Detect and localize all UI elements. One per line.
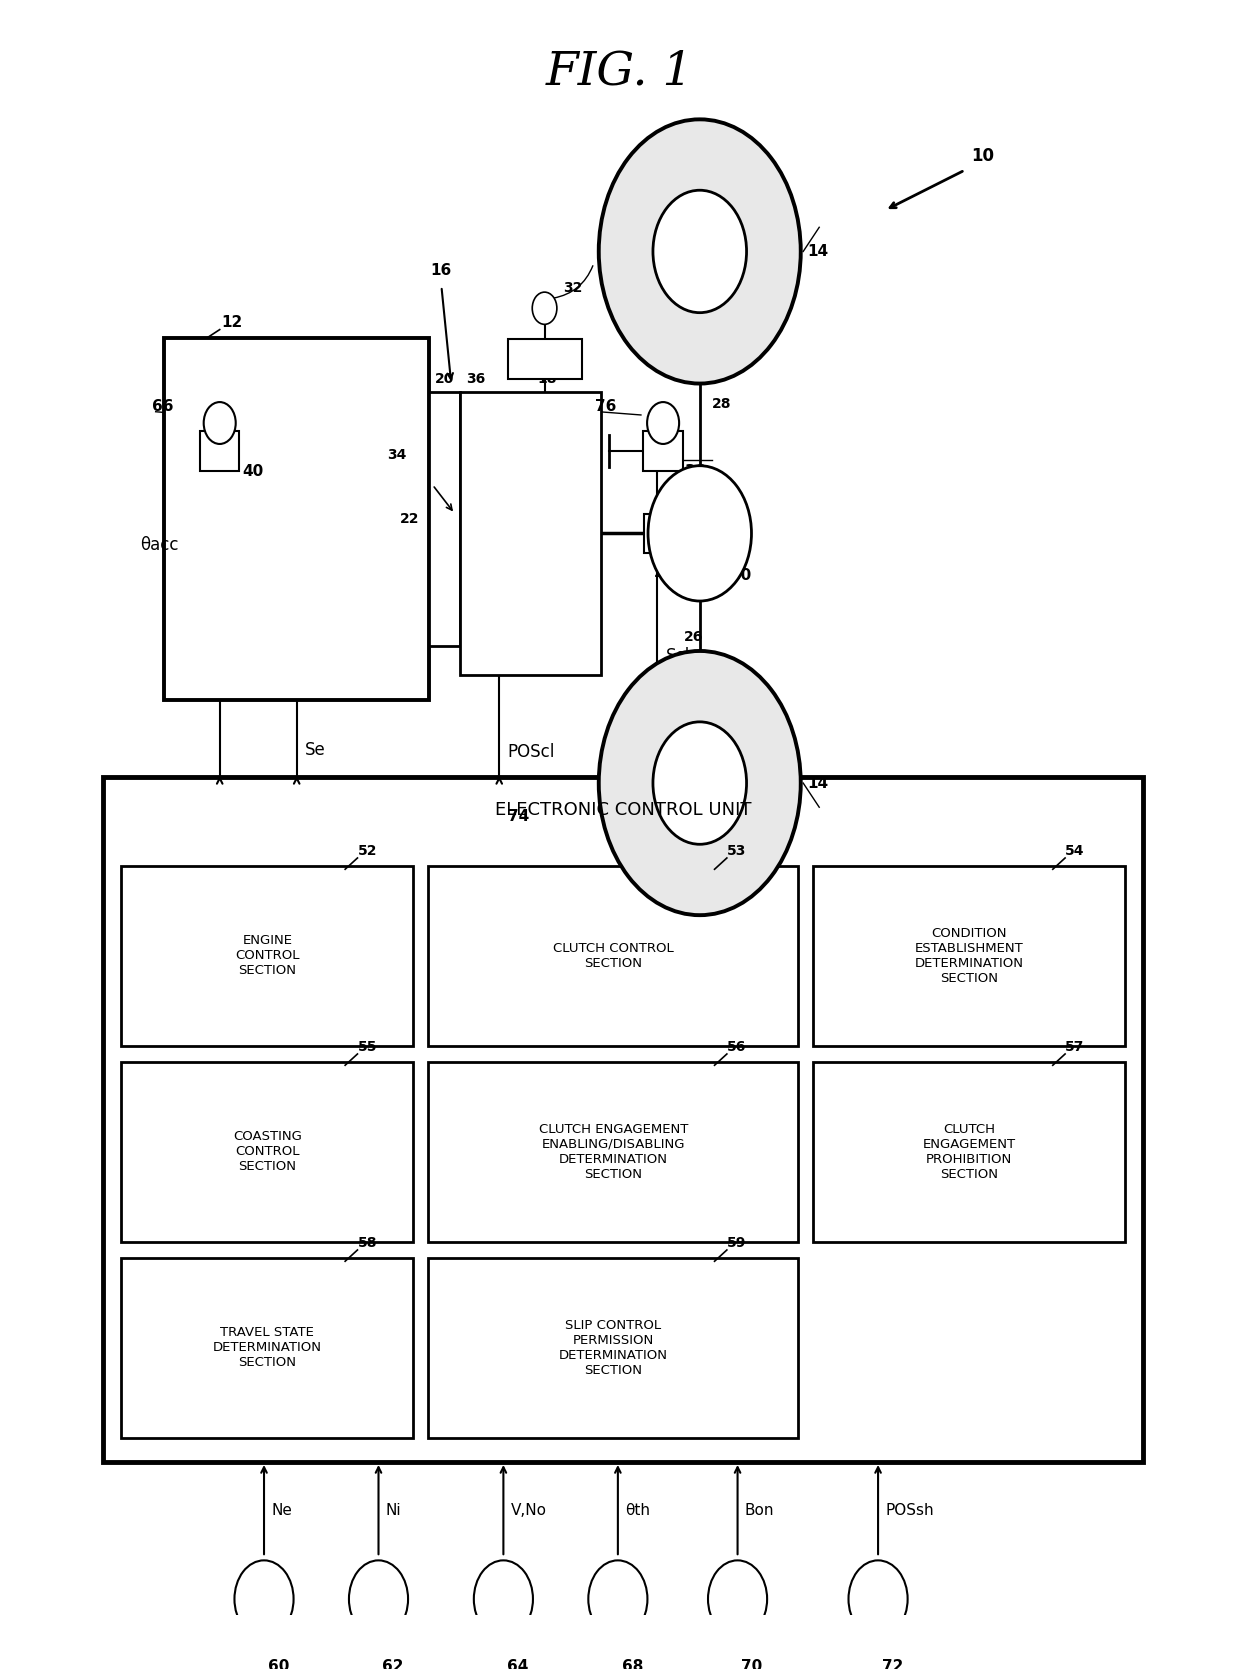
Text: POSsh: POSsh: [885, 1502, 934, 1517]
Text: Ne: Ne: [272, 1502, 293, 1517]
Text: 24: 24: [655, 566, 673, 579]
Text: 52: 52: [357, 845, 377, 858]
Text: 68: 68: [621, 1659, 644, 1669]
Text: 30: 30: [712, 671, 732, 686]
Circle shape: [647, 402, 680, 444]
FancyBboxPatch shape: [813, 1061, 1125, 1242]
Text: 34: 34: [388, 449, 407, 462]
Text: 16: 16: [430, 264, 453, 279]
Text: CLUTCH ENGAGEMENT
ENABLING/DISABLING
DETERMINATION
SECTION: CLUTCH ENGAGEMENT ENABLING/DISABLING DET…: [538, 1123, 688, 1182]
Circle shape: [203, 402, 236, 444]
Circle shape: [588, 1561, 647, 1637]
Text: 18: 18: [537, 372, 557, 386]
Text: θacc: θacc: [140, 536, 179, 554]
Text: 62: 62: [382, 1659, 404, 1669]
Text: 70: 70: [742, 1659, 763, 1669]
Text: Bon: Bon: [745, 1502, 775, 1517]
Text: 72: 72: [882, 1659, 903, 1669]
Text: FIG. 1: FIG. 1: [546, 48, 694, 95]
Text: V,No: V,No: [511, 1502, 547, 1517]
Text: 14: 14: [807, 776, 828, 791]
Circle shape: [234, 1561, 294, 1637]
Text: TRAVEL STATE
DETERMINATION
SECTION: TRAVEL STATE DETERMINATION SECTION: [213, 1327, 322, 1370]
Text: 12: 12: [221, 314, 242, 329]
FancyBboxPatch shape: [645, 514, 671, 552]
Text: 10: 10: [971, 147, 994, 165]
Circle shape: [848, 1561, 908, 1637]
Text: 76: 76: [595, 399, 616, 414]
Text: 40: 40: [242, 464, 263, 479]
FancyBboxPatch shape: [429, 392, 460, 646]
Text: 22: 22: [399, 512, 419, 526]
Text: POScl: POScl: [508, 743, 556, 761]
Text: 55: 55: [357, 1040, 377, 1055]
FancyBboxPatch shape: [122, 866, 413, 1046]
Text: 30: 30: [712, 340, 732, 355]
Circle shape: [653, 723, 746, 845]
Text: 66: 66: [153, 399, 174, 414]
FancyBboxPatch shape: [428, 1258, 799, 1439]
Text: 56: 56: [727, 1040, 746, 1055]
FancyBboxPatch shape: [428, 1061, 799, 1242]
Text: ELECTRONIC CONTROL UNIT: ELECTRONIC CONTROL UNIT: [495, 801, 751, 819]
Text: ENGINE
CONTROL
SECTION: ENGINE CONTROL SECTION: [236, 935, 300, 978]
FancyBboxPatch shape: [813, 866, 1125, 1046]
Text: 60: 60: [268, 1659, 289, 1669]
Text: SLIP CONTROL
PERMISSION
DETERMINATION
SECTION: SLIP CONTROL PERMISSION DETERMINATION SE…: [559, 1319, 668, 1377]
Text: 59: 59: [727, 1237, 746, 1250]
Circle shape: [599, 120, 801, 384]
Text: 64: 64: [507, 1659, 528, 1669]
Circle shape: [532, 292, 557, 324]
Text: 58: 58: [357, 1237, 377, 1250]
Text: 36: 36: [466, 372, 485, 386]
Text: 14: 14: [807, 244, 828, 259]
Text: 26: 26: [684, 629, 703, 644]
FancyBboxPatch shape: [122, 1258, 413, 1439]
Circle shape: [599, 651, 801, 915]
Text: 54: 54: [1065, 845, 1085, 858]
Text: COASTING
CONTROL
SECTION: COASTING CONTROL SECTION: [233, 1130, 301, 1173]
FancyBboxPatch shape: [103, 778, 1143, 1462]
Text: 50: 50: [730, 567, 753, 582]
FancyBboxPatch shape: [460, 392, 601, 674]
Circle shape: [474, 1561, 533, 1637]
Text: CONDITION
ESTABLISHMENT
DETERMINATION
SECTION: CONDITION ESTABLISHMENT DETERMINATION SE…: [915, 926, 1023, 985]
FancyBboxPatch shape: [507, 339, 582, 379]
FancyBboxPatch shape: [644, 431, 683, 471]
Text: θclp: θclp: [651, 536, 686, 554]
Text: CLUTCH
ENGAGEMENT
PROHIBITION
SECTION: CLUTCH ENGAGEMENT PROHIBITION SECTION: [923, 1123, 1016, 1182]
Text: CLUTCH CONTROL
SECTION: CLUTCH CONTROL SECTION: [553, 941, 673, 970]
Text: 32: 32: [563, 282, 583, 295]
Circle shape: [653, 190, 746, 312]
Circle shape: [649, 466, 751, 601]
Text: θth: θth: [625, 1502, 650, 1517]
Text: 20: 20: [435, 372, 455, 386]
Text: 53: 53: [727, 845, 746, 858]
Circle shape: [348, 1561, 408, 1637]
FancyBboxPatch shape: [164, 337, 429, 699]
Text: 57: 57: [1065, 1040, 1085, 1055]
Text: 32: 32: [600, 245, 621, 260]
FancyBboxPatch shape: [122, 1061, 413, 1242]
FancyBboxPatch shape: [428, 866, 799, 1046]
Text: Scl: Scl: [666, 648, 689, 666]
Text: 28: 28: [712, 397, 732, 412]
Text: Se: Se: [305, 741, 326, 759]
Text: Ni: Ni: [386, 1502, 402, 1517]
Circle shape: [708, 1561, 768, 1637]
FancyBboxPatch shape: [200, 431, 239, 471]
Text: 38: 38: [686, 464, 707, 479]
Text: 74: 74: [508, 809, 529, 824]
